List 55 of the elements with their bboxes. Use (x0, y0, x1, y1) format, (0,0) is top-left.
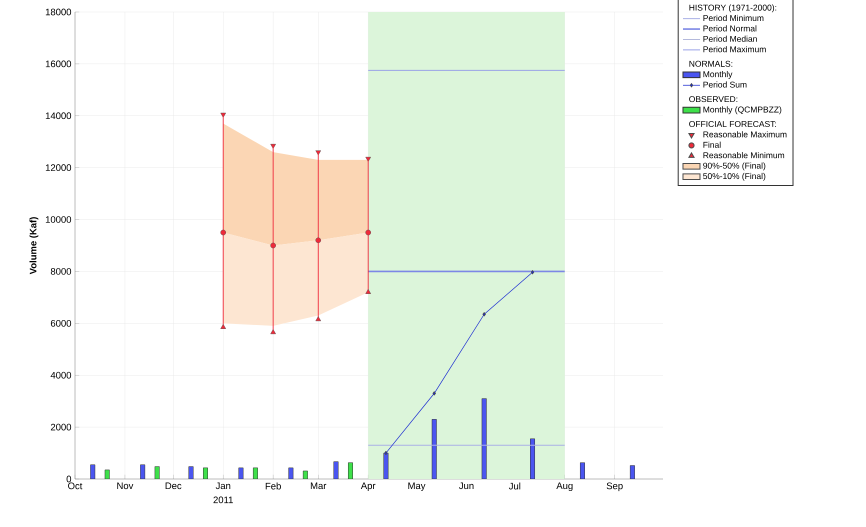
legend-label: Period Sum (703, 81, 746, 88)
y-axis-title: Volume (Kaf) (30, 217, 38, 274)
text: 2011 (214, 496, 233, 504)
point (315, 150, 322, 156)
y-tick-label: 12000 (46, 164, 72, 172)
x-tick-label: May (408, 482, 426, 491)
point (315, 238, 322, 244)
x-tick-label: Jan (216, 482, 230, 490)
x-tick-label: Feb (266, 482, 281, 490)
x-tick-label: Aug (556, 482, 573, 491)
point (270, 242, 276, 248)
text: NORMALS: (689, 60, 732, 67)
point (384, 450, 388, 456)
x-tick-label: Jul (508, 482, 520, 490)
point (482, 312, 486, 316)
point (365, 230, 371, 236)
y-tick-label: 6000 (50, 320, 72, 327)
text: OFFICIAL FORECAST: (689, 121, 776, 127)
y-tick-label: 8000 (50, 268, 72, 275)
legend-label: Period Maximum (703, 46, 766, 52)
point (530, 270, 534, 274)
legend-label: Monthly (QCMPBZZ) (703, 106, 782, 114)
point (365, 156, 371, 162)
legend-label: Reasonable Minimum (703, 152, 784, 158)
legend-label: Period Median (703, 36, 757, 42)
point (220, 324, 226, 329)
legend-label: Monthly (703, 70, 732, 79)
x-tick-label: Dec (166, 482, 182, 490)
x-tick-label: Sep (606, 482, 623, 492)
text: OBSERVED: (689, 96, 738, 102)
y-tick-label: 16000 (46, 60, 72, 68)
y-tick-label: 0 (66, 476, 72, 482)
x-tick-label: Mar (310, 482, 326, 490)
text: HISTORY (1971-2000): (689, 4, 776, 12)
legend-label: Final (703, 142, 721, 148)
point (432, 391, 436, 396)
legend-label: Reasonable Maximum (703, 131, 786, 138)
y-tick-label: 10000 (46, 216, 72, 223)
y-tick-label: 18000 (46, 8, 72, 16)
y-tick-label: 14000 (46, 112, 72, 120)
point (315, 316, 322, 322)
x-tick-label: Jun (458, 482, 474, 490)
point (220, 230, 226, 236)
x-tick-label: Nov (117, 482, 134, 490)
legend-label: Period Minimum (703, 14, 764, 22)
point (365, 289, 371, 294)
x-tick-label: Oct (68, 482, 82, 490)
legend-label: 50%-10% (Final) (703, 172, 766, 181)
y-tick-label: 2000 (50, 424, 72, 430)
y-tick-label: 4000 (50, 372, 72, 379)
point (270, 329, 276, 334)
x-tick-label: Apr (360, 482, 376, 491)
point (220, 112, 226, 118)
legend-label: Period Normal (703, 25, 756, 32)
legend-label: 90%-50% (Final) (703, 162, 766, 170)
